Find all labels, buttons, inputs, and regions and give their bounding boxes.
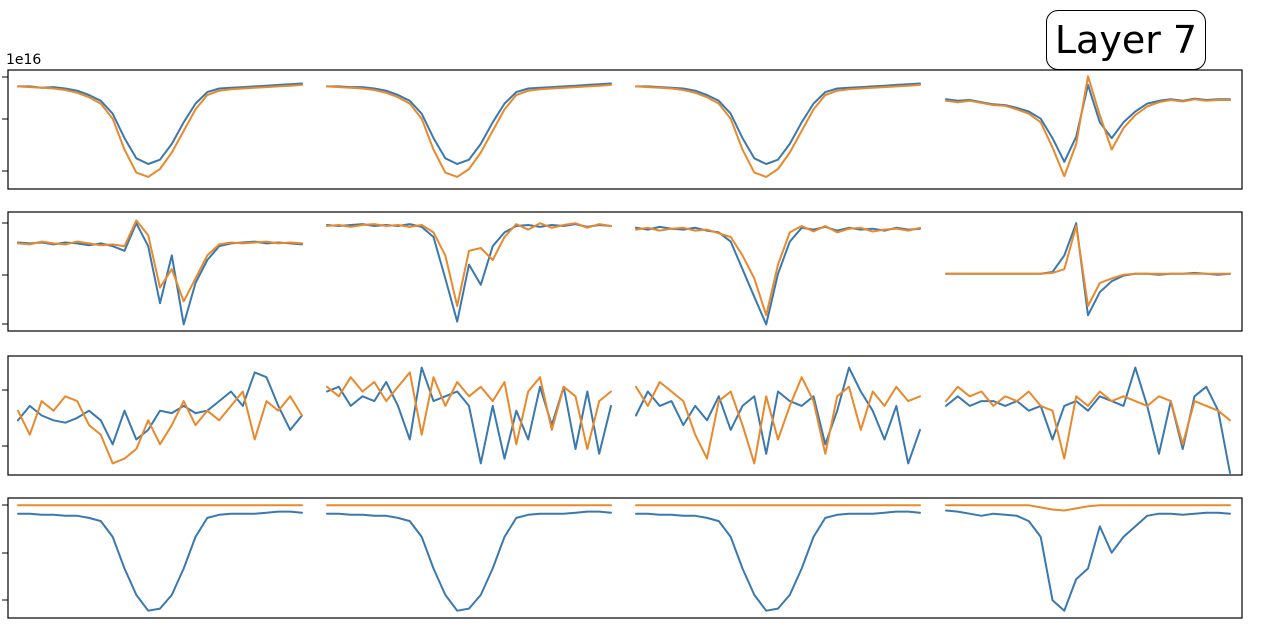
row-4-panel-4-series-b-line <box>945 504 1231 512</box>
row-1-panel-1-series-a-line <box>17 82 303 165</box>
row-4-panel-4-series-a-line <box>945 509 1231 612</box>
row-2-axes-frame <box>7 211 1243 332</box>
row-3-panel-3-series-a-line <box>635 366 921 465</box>
row-1-panel-3-series-b-line <box>635 83 921 178</box>
row-3-panel-4-series-b-line <box>945 385 1231 460</box>
row-2-panel-3-series-b-line <box>635 225 921 317</box>
row-2-panel-3-series-a-line <box>635 225 921 326</box>
y-exponent-label: 1e16 <box>6 52 42 68</box>
row-1-panel-2-series-a-line <box>326 82 612 165</box>
row-3-panel-1-series-b-line <box>17 390 303 465</box>
row-4-panel-1-series-a-line <box>17 510 303 612</box>
row-2-panel-1-series-b-line <box>17 219 303 303</box>
row-1-panel-1-series-b-line <box>17 83 303 178</box>
row-1-panel-3-series-a-line <box>635 82 921 165</box>
row-2-panel-2-series-a-line <box>326 223 612 323</box>
row-1-panel-2-series-b-line <box>326 83 612 178</box>
row-3-panel-2-series-a-line <box>326 366 612 465</box>
row-4-axes-frame <box>7 497 1243 619</box>
row-2-panel-2-series-b-line <box>326 222 612 307</box>
row-4-panel-2-series-a-line <box>326 510 612 612</box>
row-3-panel-3-series-b-line <box>635 376 921 465</box>
row-4-panel-3-series-a-line <box>635 510 921 612</box>
row-3-panel-2-series-b-line <box>326 371 612 450</box>
row-1-panel-4-series-a-line <box>945 83 1231 163</box>
row-3-axes-frame <box>7 355 1243 476</box>
row-1-axes-frame <box>7 69 1243 190</box>
row-3-panel-4-series-a-line <box>945 366 1231 474</box>
row-3-panel-1-series-a-line <box>17 371 303 446</box>
row-1-panel-4-series-b-line <box>945 75 1231 178</box>
layer-label-badge: Layer 7 <box>1046 10 1206 70</box>
row-2-panel-1-series-a-line <box>17 222 303 326</box>
row-2-panel-4-series-b-line <box>945 225 1231 307</box>
